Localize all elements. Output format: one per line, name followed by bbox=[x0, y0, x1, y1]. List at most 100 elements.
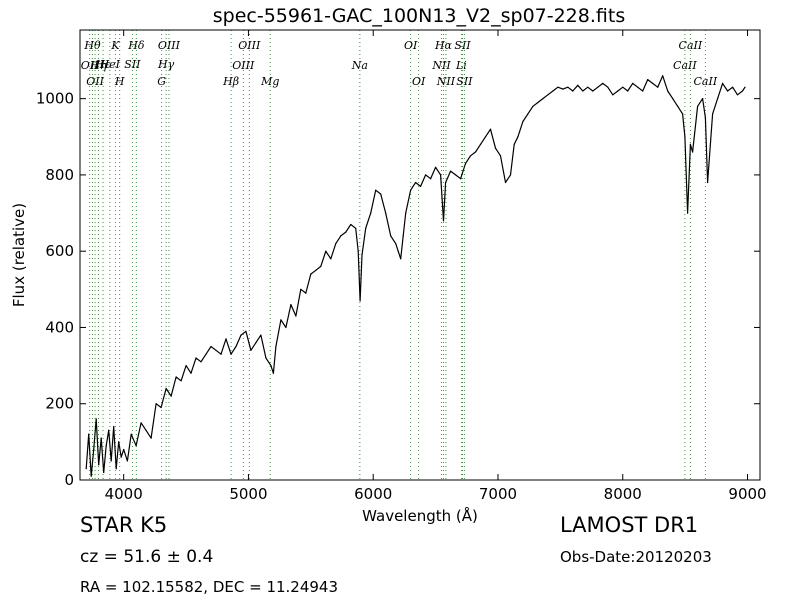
spectrum-point bbox=[727, 90, 729, 92]
spectrum-point bbox=[361, 254, 363, 256]
marker-label: H bbox=[114, 75, 125, 88]
spectrum-point bbox=[692, 151, 694, 153]
spectrum-point bbox=[602, 82, 604, 84]
spectrum-point bbox=[532, 105, 534, 107]
marker-label: CaII bbox=[694, 75, 718, 88]
spectrum-point bbox=[667, 90, 669, 92]
spectrum-point bbox=[335, 243, 337, 245]
spectrum-point bbox=[120, 456, 122, 458]
spectrum-point bbox=[385, 212, 387, 214]
redshift-value: cz = 51.6 ± 0.4 bbox=[80, 547, 214, 567]
spectrum-series bbox=[85, 75, 746, 477]
spectrum-point bbox=[425, 174, 427, 176]
spectrum-point bbox=[118, 441, 120, 443]
spectrum-point bbox=[280, 319, 282, 321]
spectrum-point bbox=[220, 353, 222, 355]
spectrum-point bbox=[305, 292, 307, 294]
spectrum-point bbox=[464, 162, 467, 165]
marker-label: SII bbox=[456, 75, 473, 88]
spectrum-point bbox=[190, 372, 192, 374]
spectrum-point bbox=[245, 330, 247, 332]
spectrum-point bbox=[103, 471, 105, 473]
spectrum-point bbox=[113, 426, 115, 428]
spectrum-point bbox=[275, 345, 277, 348]
y-tick-label: 800 bbox=[45, 166, 74, 184]
marker-label: NII bbox=[436, 75, 456, 88]
spectrum-point bbox=[469, 155, 472, 157]
spectrum-point bbox=[240, 334, 242, 336]
x-axis-label: Wavelength (Å) bbox=[362, 506, 478, 525]
marker-label: Hγ bbox=[157, 58, 175, 71]
spectrum-point bbox=[235, 345, 237, 348]
spectrum-point bbox=[405, 212, 407, 214]
marker-label: Hβ bbox=[222, 75, 239, 88]
spectrum-point bbox=[88, 433, 90, 435]
spectrum-point bbox=[100, 437, 102, 439]
spectrum-point bbox=[712, 113, 714, 115]
spectrum-point bbox=[400, 258, 402, 260]
spectrum-point bbox=[357, 250, 359, 252]
spectrum-point bbox=[160, 406, 162, 409]
marker-label: OIII bbox=[232, 59, 255, 72]
spectrum-point bbox=[562, 88, 564, 90]
marker-label: Na bbox=[351, 59, 368, 72]
spectrum-point bbox=[345, 231, 347, 233]
spectrum-point bbox=[110, 460, 112, 462]
marker-label: Mg bbox=[260, 75, 279, 88]
spectrum-point bbox=[637, 86, 639, 88]
sky-coordinates: RA = 102.15582, DEC = 11.24943 bbox=[80, 578, 339, 596]
spectrum-point bbox=[577, 84, 579, 86]
axis-ticks: 4000 5000 6000 7000 8000 9000 0 200 400 600 800 100… bbox=[36, 30, 767, 503]
spectrum-point bbox=[165, 387, 167, 390]
spectrum-point bbox=[93, 448, 95, 451]
marker-label: SII bbox=[124, 58, 141, 71]
spectrum-point bbox=[642, 90, 644, 92]
spectrum-point bbox=[617, 90, 619, 92]
spectrum-point bbox=[340, 235, 342, 237]
spectrum-point bbox=[95, 418, 97, 420]
marker-label: CaII bbox=[679, 39, 703, 52]
spectrum-point bbox=[130, 433, 132, 435]
spectrum-point bbox=[744, 86, 746, 88]
spectrum-point bbox=[250, 349, 252, 351]
spectrum-point bbox=[682, 113, 684, 115]
spectrum-point bbox=[622, 86, 624, 88]
spectrum-point bbox=[489, 128, 492, 130]
spectrum-point bbox=[597, 86, 599, 88]
spectrum-point bbox=[684, 136, 686, 138]
spectrum-point bbox=[350, 223, 352, 226]
spectrum-point bbox=[115, 468, 117, 470]
spectrum-point bbox=[225, 338, 227, 340]
spectrum-point bbox=[513, 143, 515, 145]
spectrum-point bbox=[474, 151, 477, 153]
spectrum-point bbox=[509, 174, 512, 176]
spectrum-point bbox=[155, 403, 157, 405]
spectrum-point bbox=[255, 342, 257, 344]
spectrum-point bbox=[402, 235, 404, 237]
spectrum-point bbox=[330, 258, 332, 260]
spectrum-point bbox=[410, 189, 412, 191]
x-tick-label: 4000 bbox=[105, 485, 143, 503]
marker-label: OI bbox=[404, 39, 418, 52]
marker-label: OI bbox=[412, 75, 426, 88]
spectrum-point bbox=[587, 86, 589, 88]
spectrum-point bbox=[572, 90, 574, 92]
spectrum-point bbox=[270, 365, 272, 367]
spectrum-point bbox=[395, 243, 397, 245]
spectrum-point bbox=[200, 361, 202, 363]
spectrum-point bbox=[627, 90, 629, 92]
spectrum-point bbox=[442, 220, 445, 222]
x-tick-label: 8000 bbox=[604, 485, 642, 503]
spectrum-point bbox=[707, 181, 709, 184]
x-tick-label: 5000 bbox=[229, 485, 267, 503]
observation-date: Obs-Date:20120203 bbox=[560, 548, 712, 566]
spectrum-point bbox=[195, 357, 197, 359]
marker-label: SII bbox=[454, 39, 471, 52]
spectrum-point bbox=[537, 101, 539, 104]
spectrum-point bbox=[135, 445, 137, 447]
spectrum-point bbox=[205, 353, 207, 355]
spectrum-point bbox=[415, 181, 417, 184]
y-tick-label: 400 bbox=[45, 318, 74, 336]
y-axis-label: Flux (relative) bbox=[10, 203, 28, 307]
